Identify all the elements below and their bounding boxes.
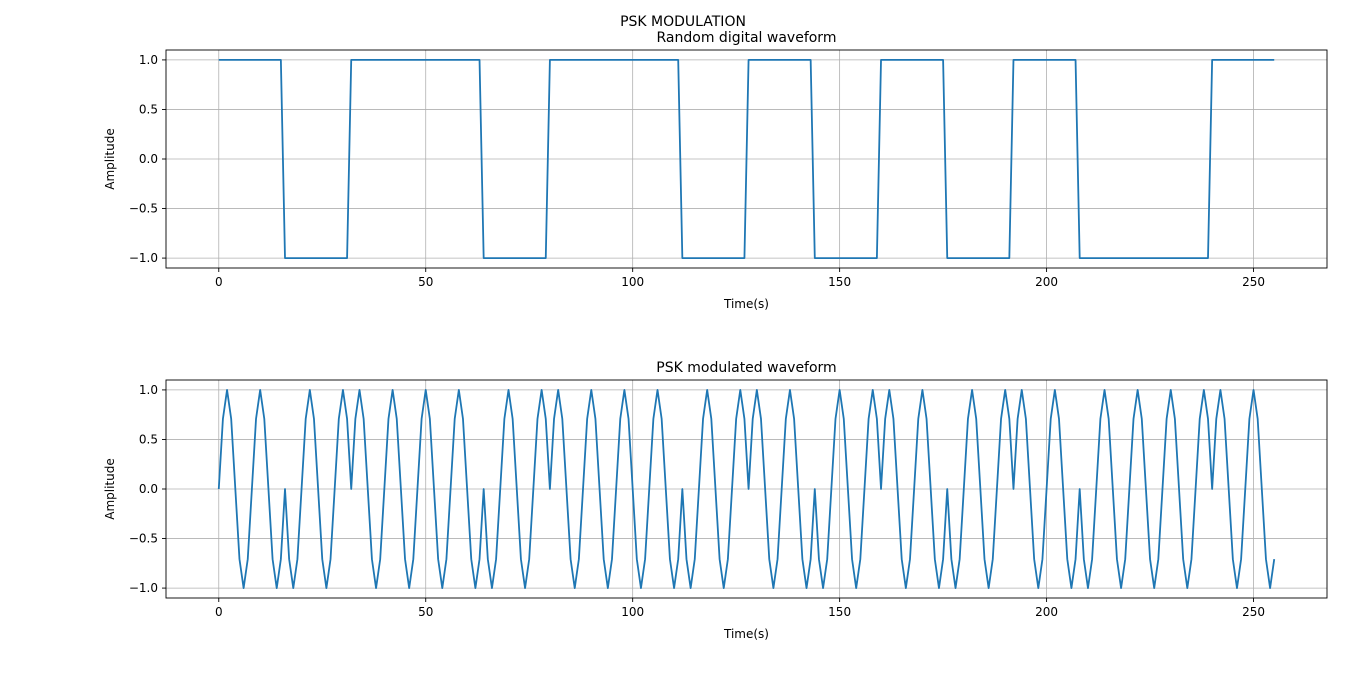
subplot-title: Random digital waveform	[657, 30, 837, 46]
x-tick-label: 250	[1242, 275, 1265, 289]
digital-waveform-line	[218, 59, 1275, 259]
subplot-digital-waveform: 0 50 100 150 200 250 −1.0 −0.5 0.0 0.5 1.0 Random d…	[103, 30, 1328, 311]
x-tick-label: 200	[1035, 605, 1058, 619]
subplot-psk-waveform: 0 50 100 150 200 250 −1.0 −0.5 0.0 0.5 1.0 PSK modu…	[103, 360, 1328, 641]
x-axis-label: Time(s)	[723, 297, 769, 311]
y-tick-label: −0.5	[129, 202, 158, 216]
y-tick-label: −1.0	[129, 251, 158, 265]
y-tick-label: 1.0	[139, 53, 158, 67]
x-tick-label: 100	[621, 275, 644, 289]
subplot-title: PSK modulated waveform	[656, 360, 836, 376]
x-tick-label: 150	[828, 605, 851, 619]
y-tick-label: 0.0	[139, 482, 158, 496]
x-tick-label: 50	[418, 275, 433, 289]
x-tick-label: 250	[1242, 605, 1265, 619]
y-tick-label: −0.5	[129, 532, 158, 546]
y-tick-label: 1.0	[139, 383, 158, 397]
y-tick-label: −1.0	[129, 581, 158, 595]
x-tick-label: 100	[621, 605, 644, 619]
x-tick-label: 150	[828, 275, 851, 289]
y-tick-label: 0.5	[139, 102, 158, 116]
y-axis-label: Amplitude	[103, 128, 117, 190]
x-tick-label: 0	[215, 275, 223, 289]
x-tick-label: 200	[1035, 275, 1058, 289]
y-tick-label: 0.5	[139, 432, 158, 446]
y-tick-label: 0.0	[139, 152, 158, 166]
x-tick-label: 0	[215, 605, 223, 619]
x-tick-label: 50	[418, 605, 433, 619]
x-axis-label: Time(s)	[723, 627, 769, 641]
figure-suptitle: PSK MODULATION	[620, 14, 746, 30]
psk-waveform-line	[217, 389, 1276, 589]
y-axis-label: Amplitude	[103, 458, 117, 520]
